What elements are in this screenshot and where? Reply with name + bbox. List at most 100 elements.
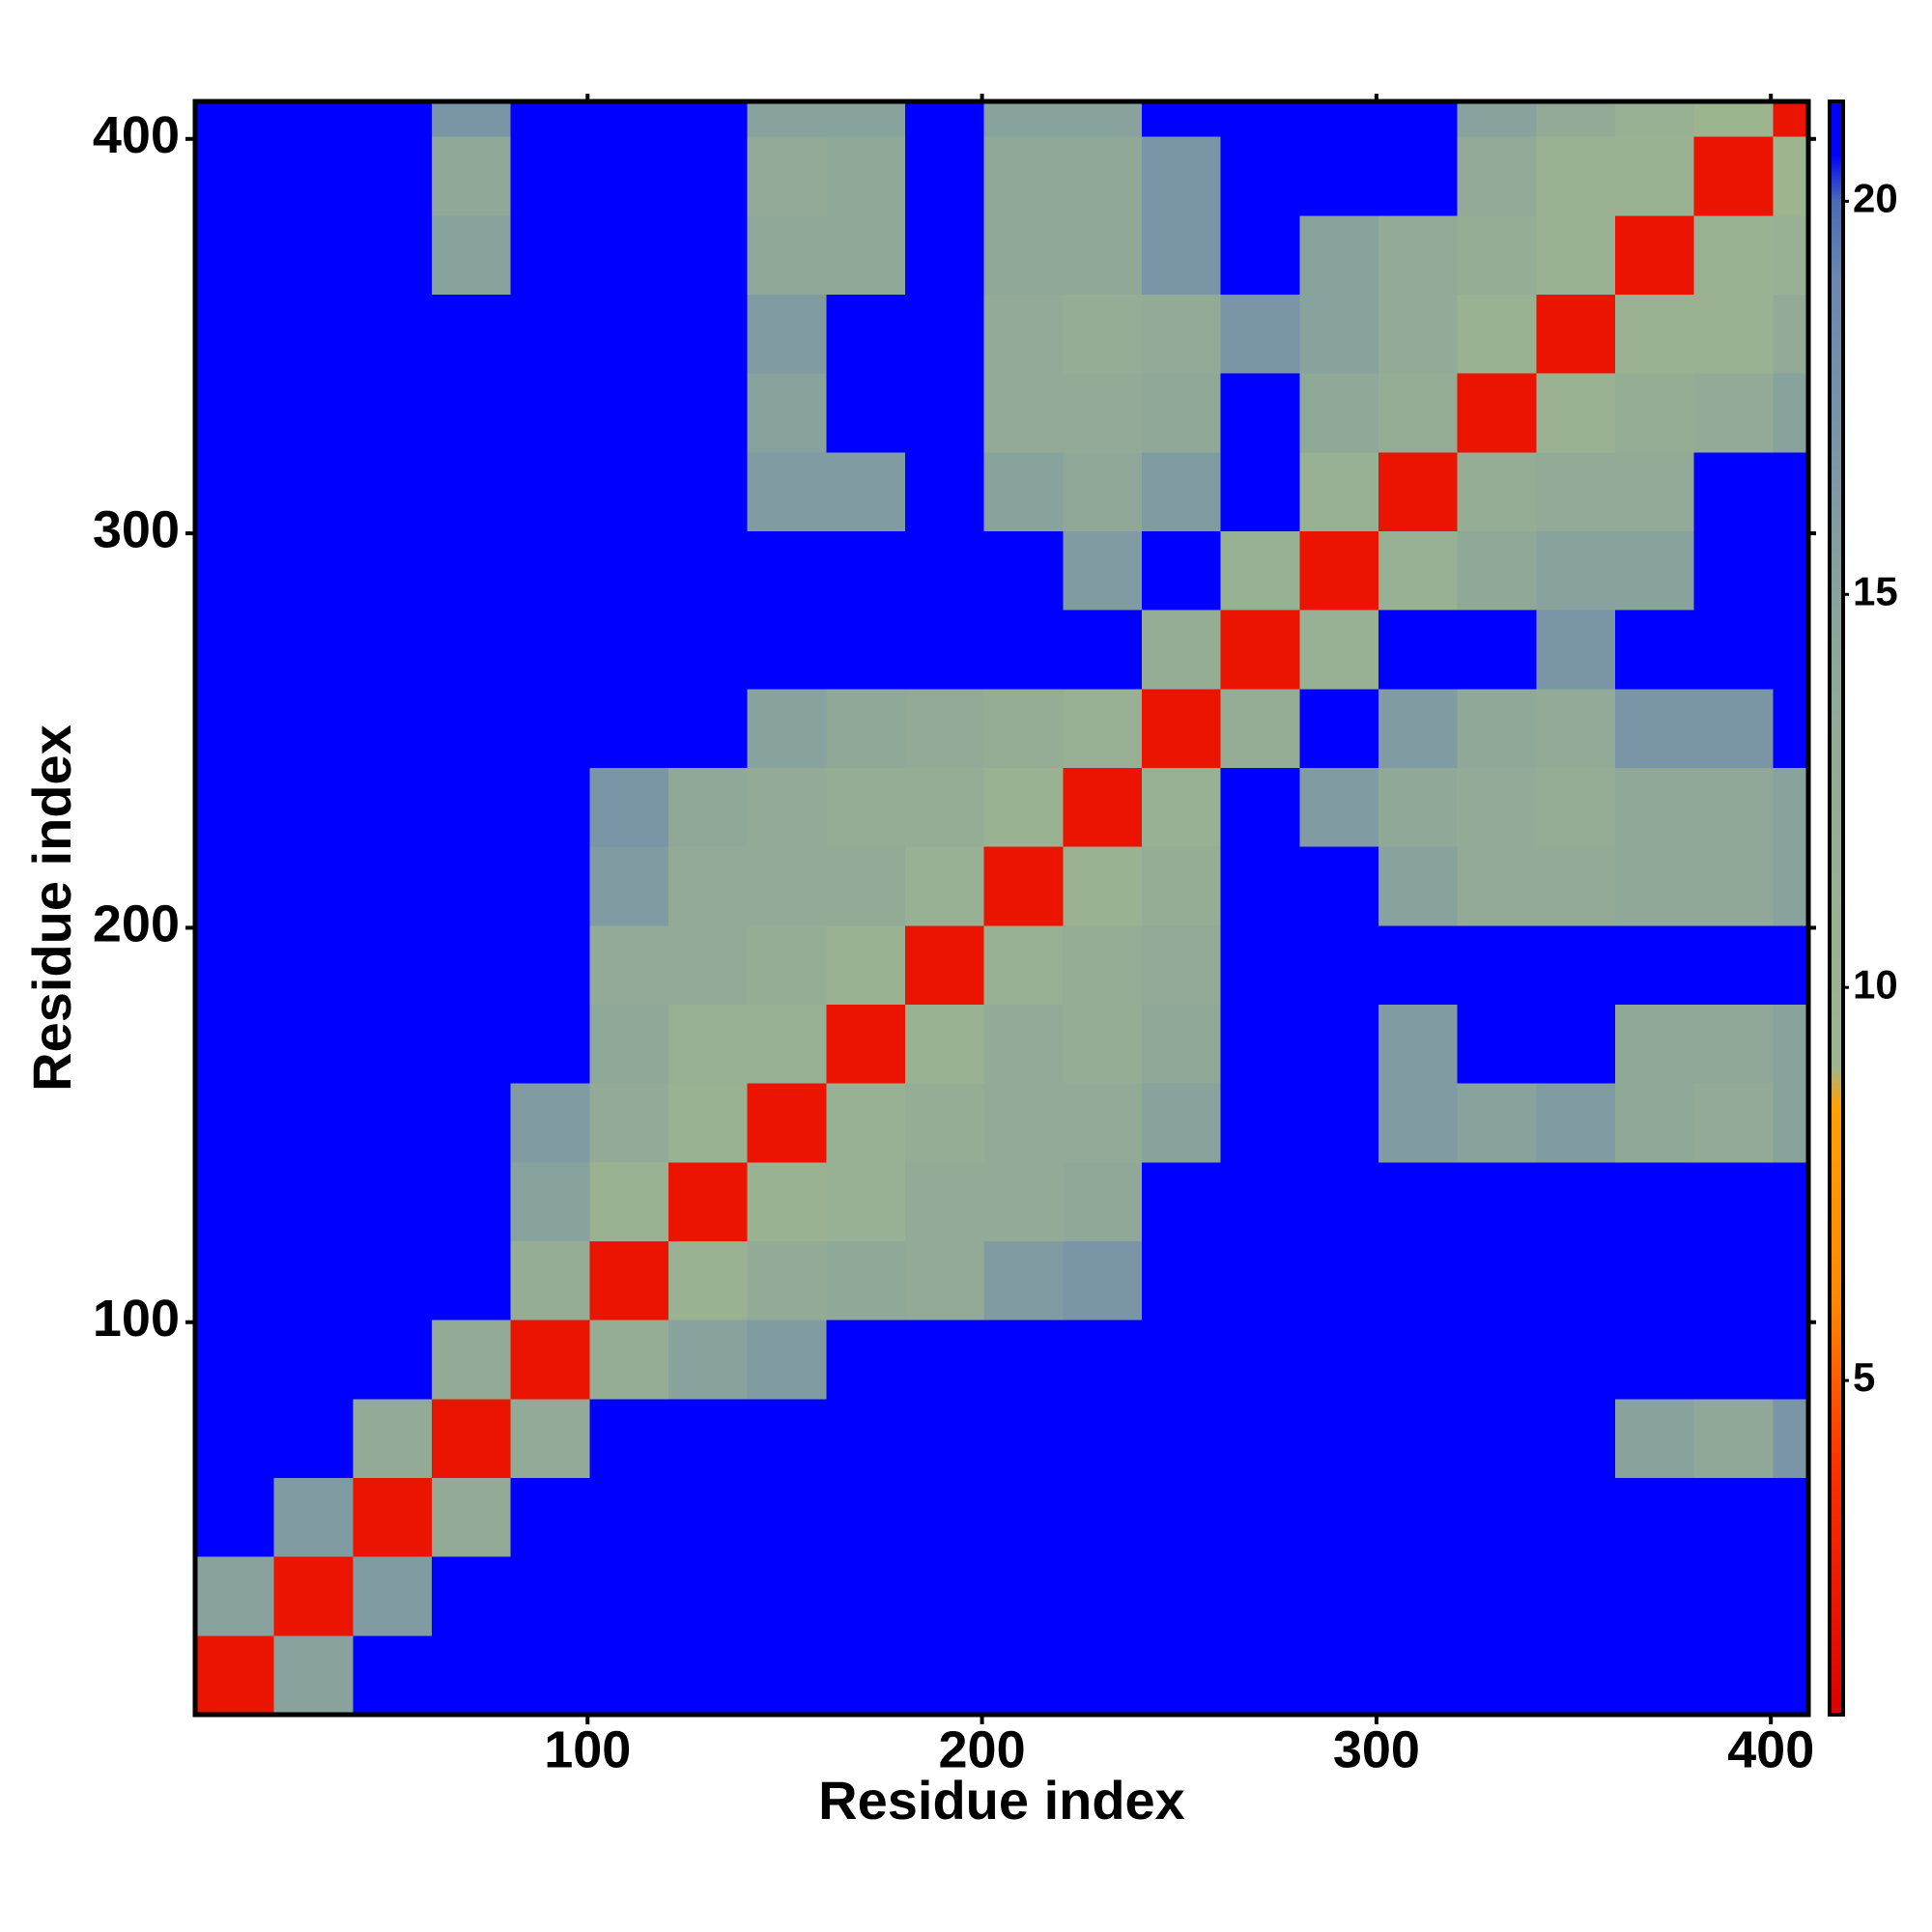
heat-cell: [1299, 452, 1378, 532]
heat-cell: [826, 689, 905, 769]
heat-cell: [1141, 1320, 1221, 1400]
heat-cell: [1536, 1162, 1615, 1242]
heat-cell: [826, 295, 905, 374]
heat-cell: [1457, 689, 1537, 769]
heat-cell: [589, 531, 668, 611]
heat-cell: [431, 610, 511, 690]
heat-cell: [195, 768, 274, 847]
heat-cell: [747, 768, 827, 847]
heat-cell: [1063, 768, 1142, 847]
heat-cell: [826, 768, 905, 847]
heat-cell: [1536, 689, 1615, 769]
heat-cell: [1773, 1399, 1808, 1479]
heat-cell: [353, 1399, 432, 1479]
heat-cell: [1457, 101, 1537, 137]
heat-cell: [510, 1635, 590, 1715]
heat-cell: [668, 610, 748, 690]
heat-cell: [589, 1556, 668, 1636]
heat-cell: [826, 610, 905, 690]
heat-cell: [826, 1478, 905, 1557]
heat-cell: [1773, 1162, 1808, 1242]
heat-cell: [826, 1005, 905, 1084]
heat-cell: [510, 136, 590, 216]
heat-cell: [1378, 1478, 1458, 1557]
heat-cell: [1299, 925, 1378, 1006]
heat-cell: [1299, 846, 1378, 926]
heat-cell: [1773, 1320, 1808, 1400]
heat-cell: [195, 531, 274, 611]
heat-cell: [1063, 1005, 1142, 1084]
heat-cell: [273, 1556, 354, 1636]
heat-cell: [747, 373, 827, 453]
heat-cell: [273, 1162, 354, 1242]
heat-cell: [983, 925, 1064, 1006]
heat-cell: [195, 295, 274, 374]
heat-cell: [510, 768, 590, 847]
heat-cell: [1220, 1556, 1300, 1636]
heat-cell: [431, 1083, 511, 1163]
heat-cell: [195, 1635, 274, 1715]
heat-cell: [1378, 846, 1458, 926]
heat-cell: [1299, 610, 1378, 690]
heat-cell: [1141, 101, 1221, 137]
heat-cell: [1063, 1083, 1142, 1163]
heat-cell: [1378, 610, 1458, 690]
heat-cell: [1299, 1635, 1378, 1715]
heat-cell: [668, 1005, 748, 1084]
heat-cell: [1614, 1241, 1694, 1321]
heat-cell: [747, 1083, 827, 1163]
heat-cell: [353, 925, 432, 1006]
heat-cell: [1693, 136, 1774, 216]
heat-cell: [668, 373, 748, 453]
heat-cell: [353, 1478, 432, 1557]
x-axis-title: Residue index: [818, 1770, 1185, 1831]
heat-cell: [1220, 452, 1300, 532]
heat-cell: [1536, 925, 1615, 1006]
heat-cell: [983, 1320, 1064, 1400]
heat-cell: [1220, 373, 1300, 453]
heat-cell: [1536, 531, 1615, 611]
heat-cell: [1773, 1556, 1808, 1636]
heat-cell: [431, 1320, 511, 1400]
heat-cell: [1693, 101, 1774, 137]
heat-cell: [1693, 295, 1774, 374]
colorbar-tick-label: 15: [1853, 568, 1898, 613]
heat-cell: [431, 1556, 511, 1636]
heat-cell: [589, 846, 668, 926]
heat-cell: [747, 1005, 827, 1084]
heat-cell: [747, 215, 827, 296]
heat-cell: [353, 1556, 432, 1636]
heat-cell: [826, 1399, 905, 1479]
heat-cell: [1693, 1399, 1774, 1479]
heat-cell: [1614, 101, 1694, 137]
heat-cell: [983, 1241, 1064, 1321]
heat-cell: [431, 136, 511, 216]
heat-cell: [904, 1241, 984, 1321]
heat-cell: [983, 1478, 1064, 1557]
heat-cell: [983, 136, 1064, 216]
plot-frame: [192, 99, 1811, 1718]
heat-cell: [1693, 1241, 1774, 1321]
y-tick-label: 300: [93, 500, 180, 558]
heat-cell: [589, 136, 668, 216]
heat-cell: [1457, 1162, 1537, 1242]
heat-cell: [195, 101, 274, 137]
heat-cell: [510, 531, 590, 611]
heat-cell: [1457, 1635, 1537, 1715]
heat-cell: [1457, 1241, 1537, 1321]
heat-cell: [983, 1399, 1064, 1479]
heat-cell: [1457, 925, 1537, 1006]
heat-cell: [747, 295, 827, 374]
heat-cell: [1220, 768, 1300, 847]
heat-cell: [273, 136, 354, 216]
heat-cell: [1220, 1320, 1300, 1400]
heat-cell: [1141, 531, 1221, 611]
heat-cell: [983, 373, 1064, 453]
heat-cell: [904, 373, 984, 453]
heat-cell: [431, 1635, 511, 1715]
heat-cell: [904, 1399, 984, 1479]
heat-cell: [747, 531, 827, 611]
heat-cell: [1141, 215, 1221, 296]
x-tick-label: 100: [544, 1720, 631, 1778]
